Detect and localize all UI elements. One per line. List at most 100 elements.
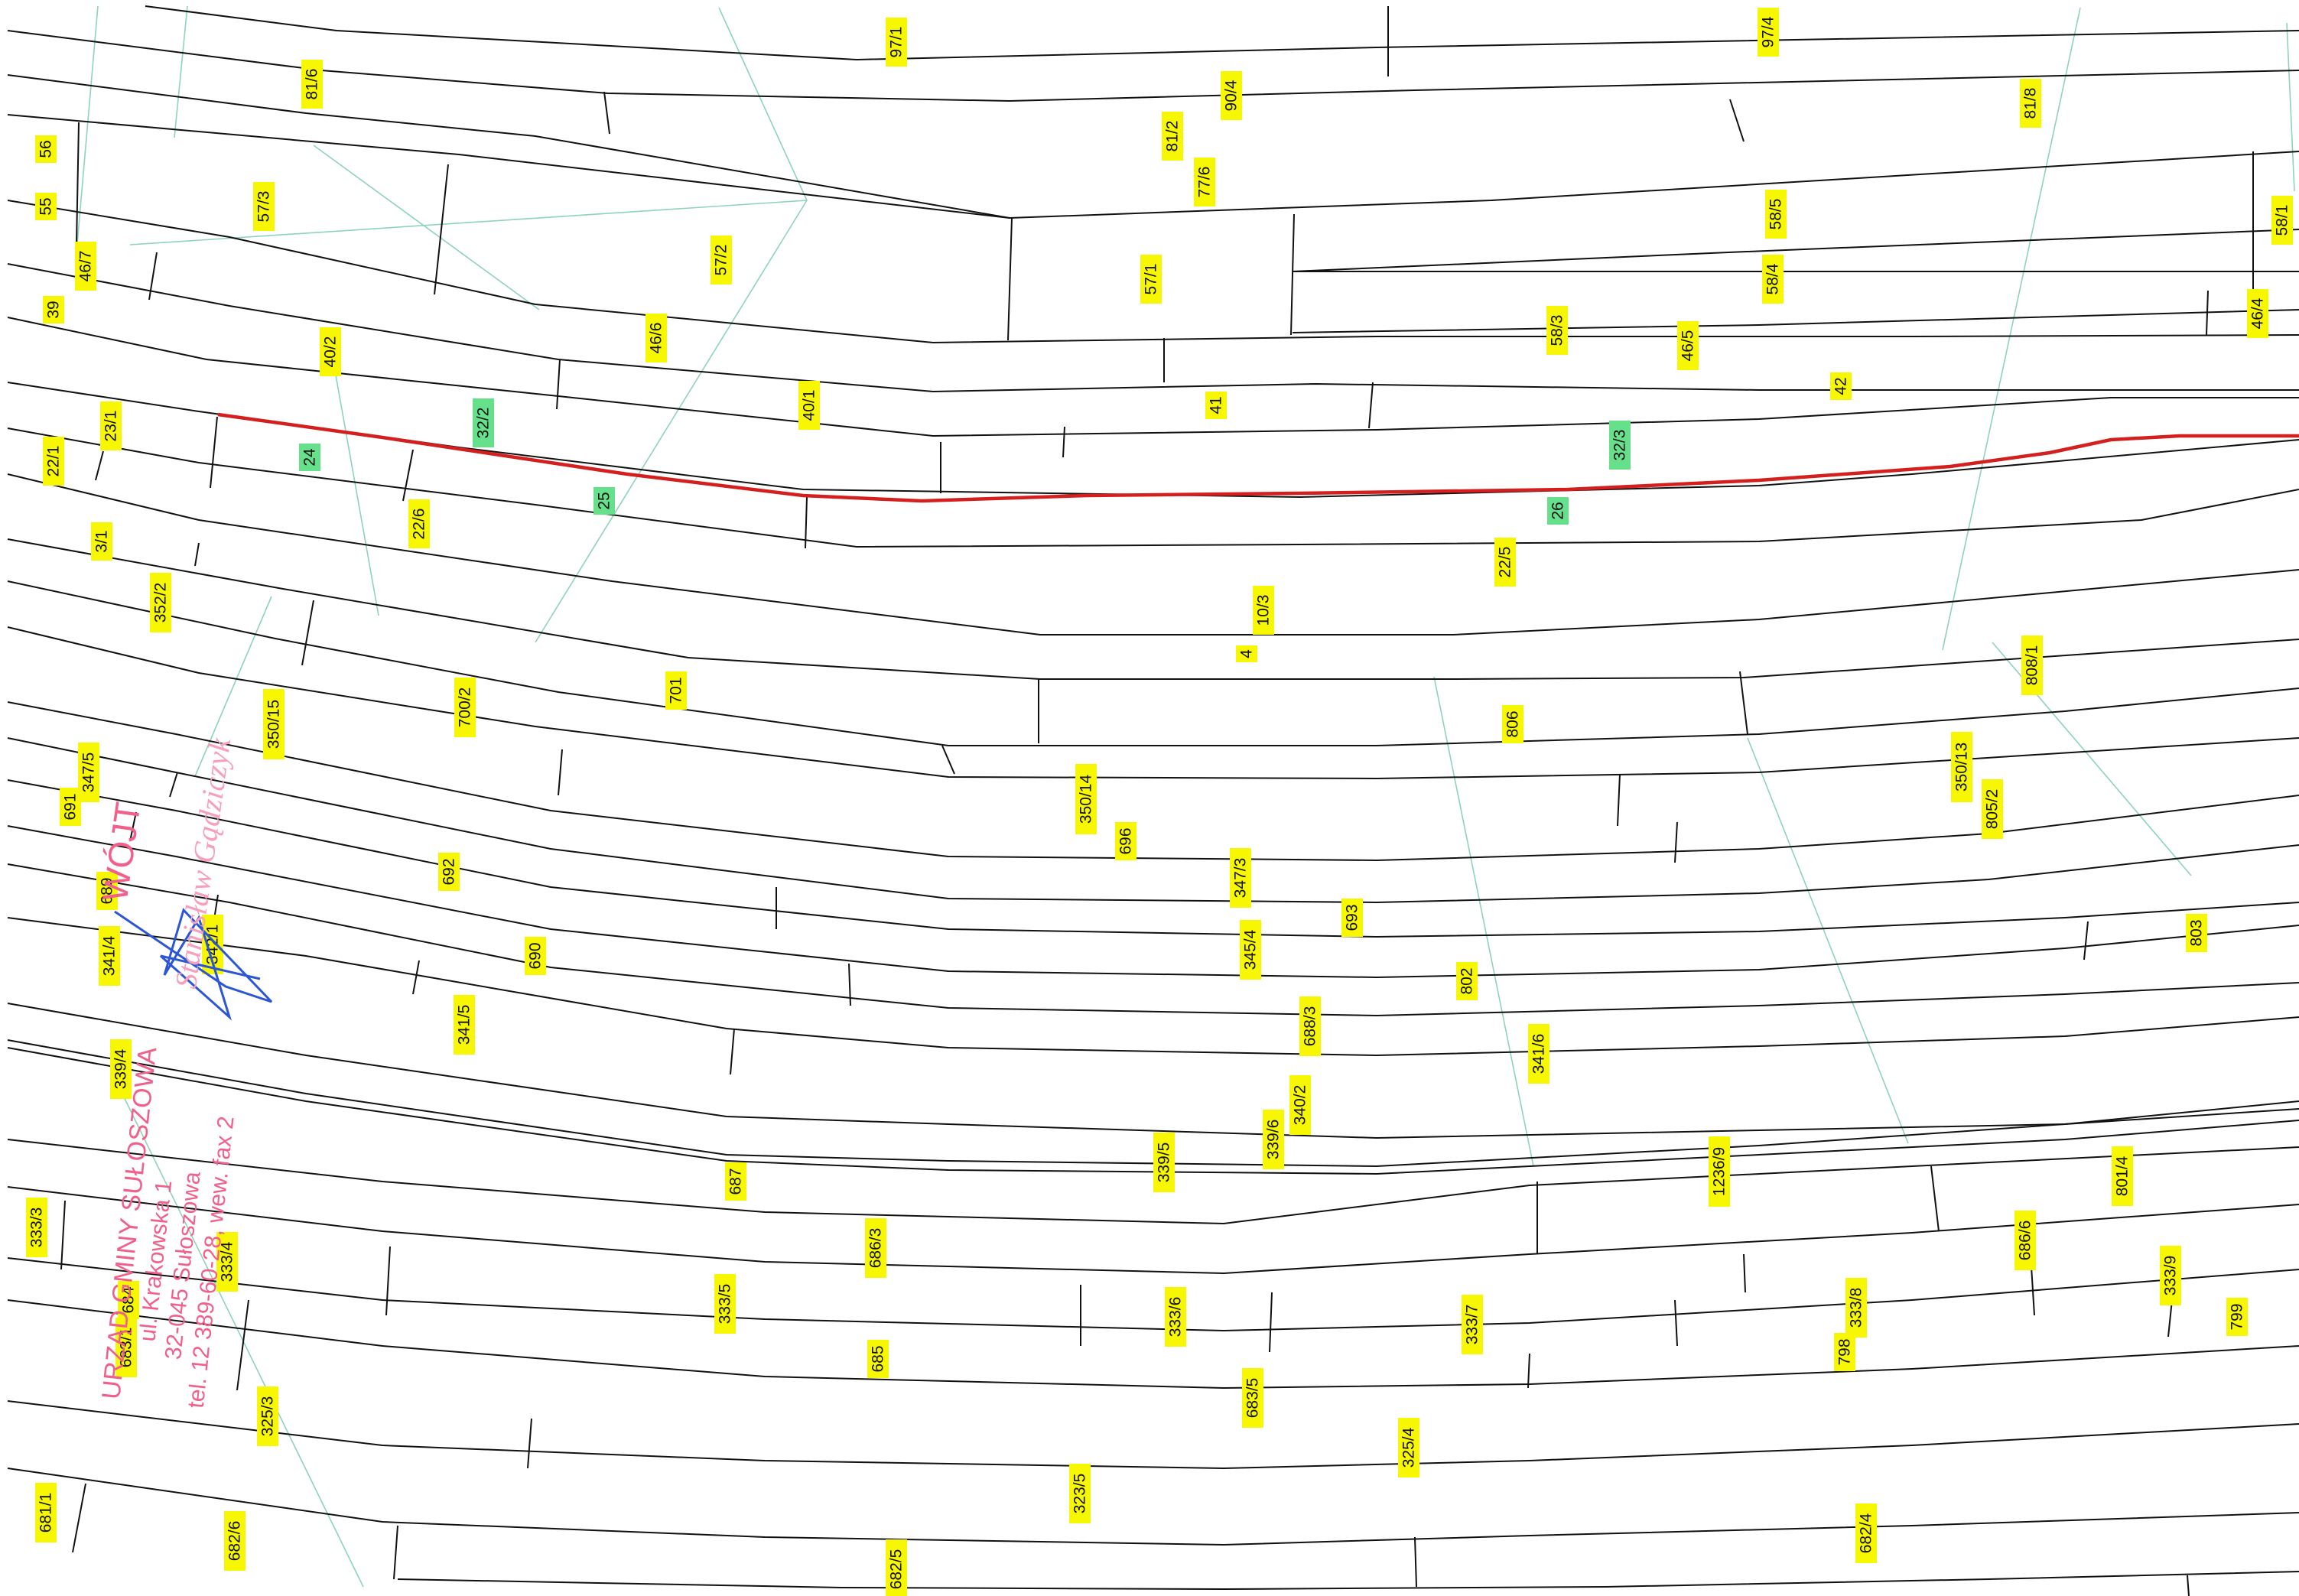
parcel-label-background	[1205, 392, 1227, 419]
parcel-label-text: 801/4	[2114, 1156, 2132, 1196]
parcel-label-text: 26	[1549, 502, 1567, 519]
parcel-label-background	[711, 236, 732, 284]
parcel-label-text: 57/1	[1143, 264, 1160, 295]
parcel-label-background	[1830, 372, 1852, 400]
parcel-label-text: 692	[441, 858, 458, 885]
parcel-label-text: 689	[99, 877, 116, 904]
parcel-label-text: 350/14	[1078, 775, 1095, 824]
parcel-label-background	[725, 1162, 746, 1201]
parcel-label-text: 81/2	[1164, 121, 1182, 152]
parcel-label-background	[100, 401, 122, 450]
parcel-label-background	[115, 1318, 137, 1377]
parcel-label-background	[525, 937, 546, 975]
parcel-label-40-1: 40/1	[798, 381, 820, 430]
parcel-label-58-3: 58/3	[1546, 306, 1568, 355]
parcel-label-text: 22/1	[45, 446, 63, 477]
parcel-label-background	[1709, 1136, 1730, 1207]
parcel-label-text: 41	[1208, 396, 1225, 414]
parcel-label-background	[1951, 732, 1972, 802]
parcel-label-689: 689	[96, 872, 118, 910]
parcel-label-23-1: 23/1	[100, 401, 122, 450]
parcel-label-text: 341/4	[101, 935, 119, 976]
parcel-label-background	[1855, 1503, 1877, 1563]
parcel-label-text: 693	[1344, 904, 1361, 931]
parcel-label-text: 350/15	[265, 700, 283, 749]
parcel-label-background	[1528, 1024, 1549, 1084]
parcel-label-text: 339/4	[112, 1048, 130, 1089]
parcel-label-text: 97/4	[1760, 16, 1777, 47]
parcel-label-background	[43, 437, 64, 486]
parcel-label-background	[110, 1039, 132, 1099]
parcel-label-text: 10/3	[1255, 595, 1273, 626]
parcel-label-text: 690	[527, 942, 545, 969]
parcel-label-text: 333/7	[1464, 1305, 1481, 1345]
parcel-label-background	[299, 444, 320, 471]
parcel-label-90-4: 90/4	[1221, 71, 1242, 120]
parcel-label-text: 40/2	[322, 336, 340, 368]
parcel-label-background	[2014, 1211, 2036, 1270]
parcel-label-46-5: 46/5	[1677, 321, 1699, 370]
parcel-label-339-4: 339/4	[110, 1039, 132, 1099]
parcel-label-background	[1194, 158, 1215, 206]
parcel-label-57-3: 57/3	[253, 182, 275, 231]
parcel-label-text: 46/6	[648, 323, 665, 354]
parcel-label-32-3: 32/3	[1609, 421, 1631, 470]
parcel-label-341-5: 341/5	[454, 995, 475, 1055]
parcel-label-background	[43, 296, 64, 323]
parcel-label-22-1: 22/1	[43, 437, 64, 486]
parcel-label-32-2: 32/2	[473, 398, 494, 447]
parcel-label-805-2: 805/2	[1982, 779, 2003, 839]
parcel-label-text: 686/3	[867, 1228, 885, 1269]
parcel-label-26: 26	[1547, 497, 1569, 525]
parcel-label-text: 24	[301, 448, 319, 466]
parcel-label-text: 799	[2229, 1303, 2246, 1330]
parcel-label-692: 692	[438, 853, 460, 891]
parcel-label-text: 3/1	[93, 530, 111, 552]
parcel-label-text: 325/3	[259, 1396, 277, 1437]
parcel-label-background	[1845, 1278, 1867, 1338]
parcel-label-682-6: 682/6	[224, 1511, 246, 1571]
parcel-label-background	[1758, 8, 1779, 57]
parcel-label-background	[78, 743, 99, 802]
parcel-label-background	[408, 499, 430, 548]
parcel-label-686-6: 686/6	[2014, 1211, 2036, 1270]
parcel-label-text: 333/3	[28, 1208, 46, 1248]
parcel-label-text: 687	[727, 1168, 745, 1195]
parcel-label-46-4: 46/4	[2247, 289, 2268, 338]
parcel-label-10-3: 10/3	[1253, 586, 1274, 635]
parcel-label-46-7: 46/7	[75, 242, 96, 291]
parcel-label-text: 97/1	[888, 27, 906, 58]
parcel-label-text: 352/2	[152, 583, 170, 623]
parcel-label-693: 693	[1341, 899, 1363, 937]
parcel-label-text: 81/8	[2022, 88, 2040, 119]
parcel-label-40-2: 40/2	[320, 327, 341, 376]
parcel-label-background	[1456, 962, 1478, 1000]
parcel-label-background	[253, 182, 275, 231]
parcel-label-text: 681/1	[37, 1493, 55, 1533]
parcel-label-background	[665, 671, 687, 710]
parcel-label-background	[1299, 996, 1321, 1056]
parcel-label-text: 350/13	[1953, 743, 1971, 791]
parcel-label-684: 684	[118, 1281, 139, 1319]
parcel-label-352-2: 352/2	[150, 573, 171, 632]
parcel-label-background	[96, 872, 118, 910]
parcel-label-text: 25	[596, 492, 613, 509]
parcel-label-text: 805/2	[1984, 789, 2001, 830]
parcel-label-background	[1762, 255, 1784, 304]
parcel-label-801-4: 801/4	[2112, 1146, 2133, 1206]
parcel-label-696: 696	[1115, 822, 1136, 860]
parcel-label-55: 55	[35, 193, 57, 220]
parcel-label-text: 40/1	[801, 390, 818, 421]
parcel-label-background	[91, 522, 112, 561]
parcel-label-background	[714, 1274, 736, 1334]
parcel-label-text: 58/3	[1549, 315, 1566, 346]
parcel-label-691: 691	[60, 788, 81, 826]
parcel-label-806: 806	[1502, 705, 1523, 743]
parcel-label-background	[1494, 538, 1516, 587]
parcel-label-background	[2271, 196, 2293, 245]
parcel-label-background	[2112, 1146, 2133, 1206]
parcel-label-text: 341/6	[1530, 1034, 1548, 1074]
parcel-label-background	[886, 1539, 907, 1596]
parcel-label-685: 685	[867, 1340, 889, 1378]
parcel-label-text: 46/5	[1680, 330, 1697, 362]
